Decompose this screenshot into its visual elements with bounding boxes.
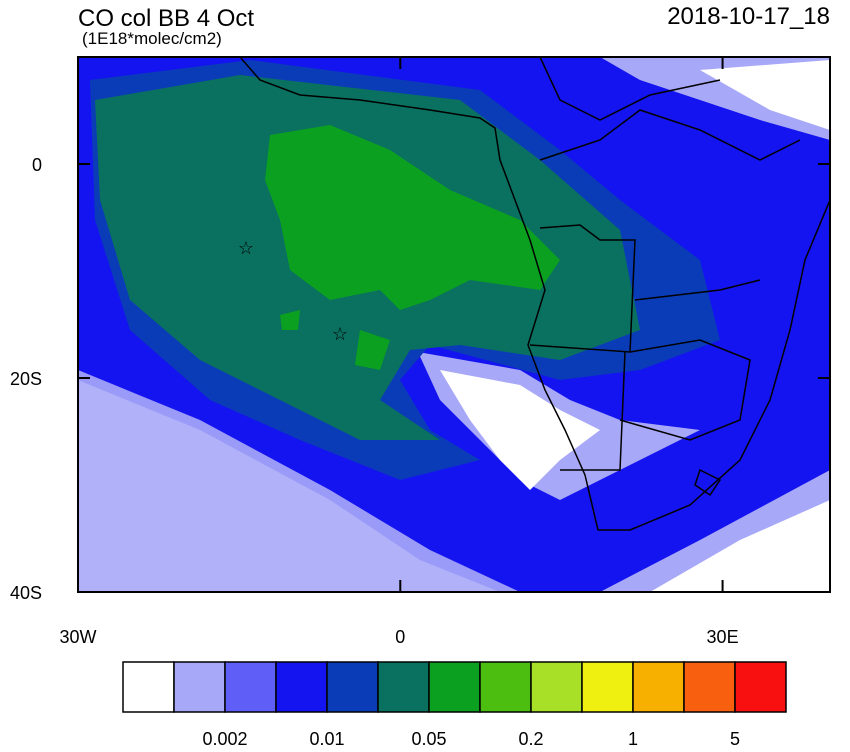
axes: 30W 0 30E 0 20S 40S (10, 57, 830, 647)
y-tick-label: 40S (10, 583, 42, 603)
colorbar-label: 1 (628, 729, 638, 747)
site-marker: ☆ (238, 238, 254, 258)
colorbar-box (581, 661, 634, 713)
map-frame (77, 56, 831, 593)
colorbar: 0.002 0.01 0.05 0.2 1 5 (122, 661, 787, 749)
map-units: (1E18*molec/cm2) (82, 29, 222, 48)
colorbar-box (377, 661, 430, 713)
map-field (78, 57, 830, 592)
site-marker: ☆ (332, 324, 348, 344)
colorbar-label: 5 (730, 729, 740, 747)
colorbar-box (479, 661, 532, 713)
colorbar-box (530, 661, 583, 713)
colorbar-box (173, 661, 226, 713)
colorbar-box (683, 661, 736, 713)
colorbar-label: 0.01 (309, 729, 344, 747)
colorbar-box (224, 661, 277, 713)
x-tick-label: 30W (59, 627, 96, 647)
y-tick-label: 20S (10, 369, 42, 389)
map-date: 2018-10-17_18 (667, 3, 830, 30)
colorbar-box (122, 661, 175, 713)
colorbar-box (428, 661, 481, 713)
colorbar-box (734, 661, 787, 713)
colorbar-box (275, 661, 328, 713)
y-tick-label: 0 (32, 155, 42, 175)
colorbar-label: 0.05 (411, 729, 446, 747)
x-tick-label: 0 (395, 627, 405, 647)
colorbar-label: 0.2 (518, 729, 543, 747)
colorbar-box (326, 661, 379, 713)
site-markers: ☆ ☆ (238, 238, 348, 344)
coastlines (239, 57, 830, 531)
colorbar-label: 0.002 (202, 729, 247, 747)
x-tick-label: 30E (707, 627, 739, 647)
colorbar-box (632, 661, 685, 713)
map-title: CO col BB 4 Oct (78, 5, 254, 32)
